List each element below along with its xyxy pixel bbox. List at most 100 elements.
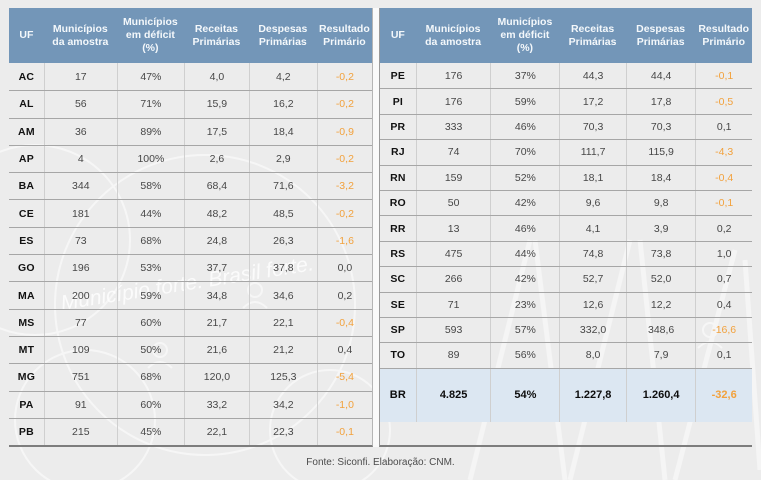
- uf-cell: CE: [18, 207, 34, 220]
- value-cell: -3,2: [316, 173, 372, 200]
- uf-cell: PE: [390, 69, 406, 82]
- value-cell: -1,6: [316, 227, 372, 255]
- value-cell: 56: [43, 91, 117, 118]
- table-row: MT 109 50% 21,6 21,2 0,4: [9, 335, 372, 364]
- value-cell: 57%: [490, 317, 559, 343]
- value-cell: 33,2: [183, 391, 249, 418]
- uf-cell: PA: [19, 398, 34, 411]
- value-cell: 91: [43, 391, 117, 418]
- value-cell: 1.227,8: [559, 368, 626, 422]
- table-row: RN 159 52% 18,1 18,4 -0,4: [380, 164, 752, 190]
- value-cell: 60%: [116, 309, 184, 336]
- value-cell: 16,2: [248, 91, 317, 118]
- value-cell: 0,1: [695, 343, 752, 368]
- value-cell: 2,9: [248, 145, 317, 173]
- column-header: Despesas Primárias: [636, 22, 686, 48]
- value-cell: 56%: [490, 343, 559, 368]
- value-cell: -0,1: [695, 190, 752, 216]
- uf-cell: RS: [390, 247, 406, 260]
- value-cell: 70,3: [625, 114, 696, 140]
- uf-cell: AM: [18, 125, 35, 138]
- value-cell: 48,2: [183, 200, 249, 227]
- value-cell: 22,1: [248, 309, 317, 336]
- uf-cell: AL: [19, 98, 34, 111]
- table-row: RO 50 42% 9,6 9,8 -0,1: [380, 189, 752, 216]
- uf-cell: BA: [18, 180, 35, 193]
- column-header: UF: [19, 29, 34, 42]
- left-table-header: UF Municípios da amostra Municípios em déf…: [9, 8, 372, 63]
- table-row: SC 266 42% 52,7 52,0 0,7: [380, 266, 752, 292]
- value-cell: 7,9: [625, 343, 696, 368]
- column-header: Resultado Primário: [698, 22, 750, 48]
- total-row: BR 4.825 54% 1.227,8 1.260,4 -32,6: [380, 367, 752, 422]
- value-cell: 42%: [490, 267, 559, 292]
- value-cell: 52%: [490, 165, 559, 190]
- value-cell: 22,3: [248, 418, 317, 446]
- table-row: PI 176 59% 17,2 17,8 -0,5: [380, 88, 752, 114]
- value-cell: 68%: [116, 364, 184, 391]
- value-cell: 21,2: [248, 336, 317, 364]
- value-cell: 8,0: [559, 343, 626, 368]
- value-cell: 159: [415, 165, 491, 190]
- value-cell: 176: [415, 89, 491, 114]
- uf-cell: AC: [18, 70, 35, 83]
- value-cell: -16,6: [695, 317, 752, 343]
- value-cell: 332,0: [559, 317, 626, 343]
- value-cell: 44,3: [559, 63, 626, 89]
- uf-cell: RN: [390, 171, 406, 184]
- value-cell: 37%: [490, 63, 559, 89]
- value-cell: 196: [43, 255, 117, 282]
- value-cell: 115,9: [625, 140, 696, 165]
- uf-cell: GO: [18, 262, 35, 275]
- value-cell: -0,2: [316, 200, 372, 227]
- value-cell: 44%: [116, 200, 184, 227]
- value-cell: 125,3: [248, 364, 317, 391]
- value-cell: 475: [415, 241, 491, 267]
- table-row: PR 333 46% 70,3 70,3 0,1: [380, 113, 752, 140]
- value-cell: 1,0: [695, 241, 752, 267]
- table-divider: [373, 8, 379, 448]
- table-row: AM 36 89% 17,5 18,4 -0,9: [9, 117, 372, 145]
- column-header: Municípios em déficit (%): [497, 16, 553, 54]
- value-cell: 58%: [116, 173, 184, 200]
- value-cell: 12,6: [559, 292, 626, 317]
- value-cell: 71: [415, 292, 491, 317]
- value-cell: 52,7: [559, 267, 626, 292]
- value-cell: 70%: [490, 140, 559, 165]
- value-cell: 344: [43, 173, 117, 200]
- value-cell: 34,6: [248, 282, 317, 309]
- value-cell: 21,7: [183, 309, 249, 336]
- column-header: Receitas Primárias: [192, 22, 241, 48]
- table-row: PB 215 45% 22,1 22,3 -0,1: [9, 417, 372, 446]
- value-cell: 593: [415, 317, 491, 343]
- value-cell: 120,0: [183, 364, 249, 391]
- value-cell: 17: [43, 63, 117, 91]
- uf-cell: MA: [18, 289, 35, 302]
- right-table-body: PE 176 37% 44,3 44,4 -0,1 PI 176 59% 17,2 17,8 -0,5…: [380, 63, 752, 422]
- value-cell: 52,0: [625, 267, 696, 292]
- table-row: MG 751 68% 120,0 125,3 -5,4: [9, 363, 372, 391]
- value-cell: 0,4: [695, 292, 752, 317]
- uf-cell: RJ: [390, 146, 405, 159]
- value-cell: -0,9: [316, 118, 372, 145]
- value-cell: 50: [415, 190, 491, 216]
- value-cell: 37,7: [183, 255, 249, 282]
- value-cell: 4,0: [183, 63, 249, 91]
- value-cell: 34,2: [248, 391, 317, 418]
- table-row: TO 89 56% 8,0 7,9 0,1: [380, 342, 752, 368]
- value-cell: -5,4: [316, 364, 372, 391]
- value-cell: 18,4: [248, 118, 317, 145]
- value-cell: 2,6: [183, 145, 249, 173]
- value-cell: 0,1: [695, 114, 752, 140]
- column-header: Resultado Primário: [318, 22, 370, 48]
- right-table: UF Municípios da amostra Municípios em déf…: [379, 8, 752, 448]
- table-row: BA 344 58% 68,4 71,6 -3,2: [9, 172, 372, 200]
- table-row: RR 13 46% 4,1 3,9 0,2: [380, 215, 752, 241]
- uf-cell: SP: [390, 324, 406, 337]
- value-cell: 68,4: [183, 173, 249, 200]
- uf-cell: TO: [390, 349, 406, 362]
- value-cell: -0,4: [316, 309, 372, 336]
- value-cell: 24,8: [183, 227, 249, 255]
- value-cell: 348,6: [625, 317, 696, 343]
